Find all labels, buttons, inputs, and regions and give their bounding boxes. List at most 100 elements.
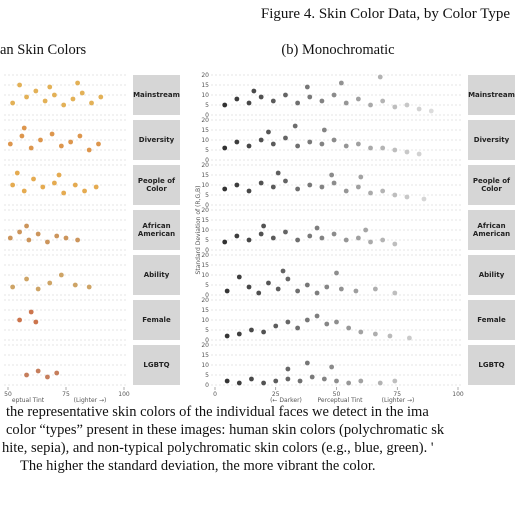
point (7, 141, 13, 147)
point (47, 84, 53, 90)
point (236, 274, 242, 280)
point (246, 284, 252, 290)
y-tick-label: 20 (201, 297, 209, 304)
x-axis-label: (Lighter →) (382, 397, 415, 404)
point (270, 98, 276, 104)
point (31, 176, 36, 182)
point (68, 139, 74, 145)
facet-label: Mainstream (468, 75, 515, 115)
y-tick-label: 5 (205, 237, 209, 244)
panel-title: (b) Monochromatic (281, 42, 394, 58)
point (26, 237, 32, 243)
point (321, 127, 327, 133)
point (19, 133, 25, 139)
point (234, 139, 240, 145)
point (54, 233, 60, 239)
point (358, 174, 364, 180)
point (236, 380, 242, 386)
y-tick-label: 5 (205, 282, 209, 289)
point (285, 376, 291, 382)
point (93, 184, 99, 190)
point (338, 80, 344, 86)
y-tick-label: 0 (205, 202, 209, 209)
point (266, 280, 271, 286)
point (251, 88, 257, 94)
point (40, 184, 46, 190)
point (319, 141, 325, 147)
x-axis-label: eptual Tint (12, 397, 45, 404)
point (416, 151, 422, 157)
point (404, 102, 410, 108)
point (24, 372, 29, 378)
point (58, 272, 64, 278)
facet-label: People of Color (468, 165, 515, 205)
y-tick-label: 10 (201, 92, 209, 99)
facet-label: Diversity (468, 120, 515, 160)
point (224, 333, 230, 339)
point (428, 108, 434, 114)
point (295, 288, 301, 294)
x-tick-label: 100 (452, 391, 464, 398)
point (224, 378, 230, 384)
point (70, 96, 76, 102)
figure-title: Figure 4. Skin Color Data, by Color Type (261, 6, 510, 22)
point (35, 368, 41, 374)
point (17, 229, 22, 235)
point (75, 237, 80, 243)
point (380, 98, 386, 104)
point (56, 172, 62, 178)
y-tick-label: 20 (201, 252, 209, 259)
panel-title: an Skin Colors (0, 42, 87, 58)
y-tick-label: 0 (205, 337, 209, 344)
point (21, 125, 27, 131)
point (304, 282, 310, 288)
point (42, 98, 48, 104)
y-tick-label: 5 (205, 192, 209, 199)
point (246, 143, 252, 149)
point (331, 137, 337, 143)
y-tick-label: 15 (201, 307, 209, 314)
point (304, 84, 310, 90)
point (295, 325, 301, 331)
point (266, 129, 271, 135)
caption-line: The higher the standard deviation, the m… (20, 458, 376, 474)
point (295, 100, 301, 106)
point (283, 135, 288, 141)
point (246, 188, 252, 194)
facet-label: African American (133, 210, 180, 250)
point (261, 329, 266, 335)
point (355, 235, 361, 241)
y-tick-label: 15 (201, 262, 209, 269)
x-tick-label: 25 (272, 391, 280, 398)
point (7, 235, 13, 241)
point (236, 331, 242, 337)
point (280, 268, 286, 274)
point (86, 147, 92, 153)
point (355, 141, 361, 147)
point (334, 270, 339, 276)
y-tick-label: 20 (201, 162, 209, 169)
point (285, 319, 291, 325)
point (82, 188, 87, 194)
point (358, 378, 364, 384)
point (355, 96, 361, 102)
point (380, 237, 386, 243)
point (377, 380, 383, 386)
point (307, 94, 313, 100)
point (249, 327, 254, 333)
x-axis-label: (Lighter →) (74, 397, 107, 404)
point (421, 196, 427, 202)
point (33, 88, 39, 94)
point (343, 188, 349, 194)
y-tick-label: 20 (201, 72, 209, 79)
point (363, 227, 369, 233)
facet-label: Female (468, 300, 515, 340)
point (343, 237, 349, 243)
point (28, 309, 34, 315)
point (47, 280, 53, 286)
point (377, 74, 383, 80)
point (24, 223, 29, 229)
point (246, 100, 252, 106)
point (246, 237, 252, 243)
point (45, 239, 50, 245)
